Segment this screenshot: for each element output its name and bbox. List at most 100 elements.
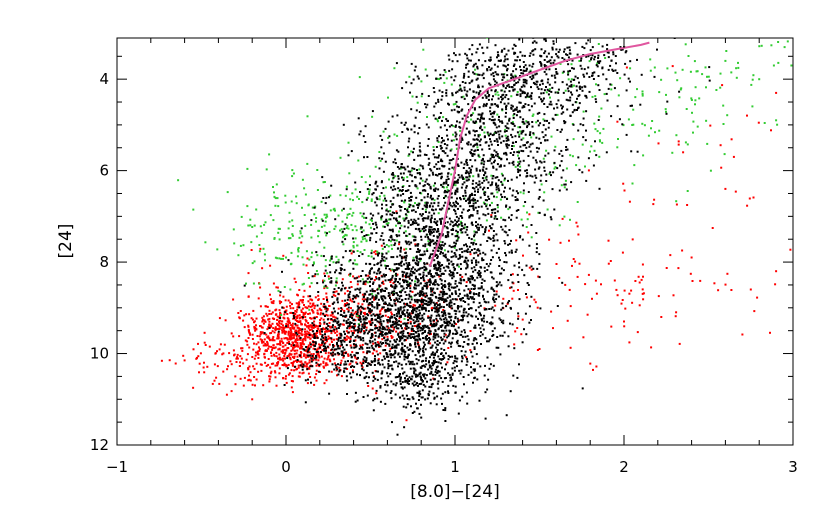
data-point-series-2 bbox=[417, 261, 420, 264]
data-point-series-2 bbox=[428, 162, 431, 165]
data-point-series-2 bbox=[453, 369, 456, 372]
data-point-series-0 bbox=[622, 182, 625, 185]
data-point-series-0 bbox=[309, 302, 312, 305]
data-point-series-1 bbox=[311, 206, 314, 209]
data-point-series-2 bbox=[399, 301, 402, 303]
data-point-series-2 bbox=[459, 278, 462, 281]
data-point-series-2 bbox=[500, 284, 503, 287]
data-point-series-2 bbox=[477, 287, 480, 290]
data-point-series-2 bbox=[369, 328, 372, 331]
data-point-series-0 bbox=[266, 305, 269, 308]
data-point-series-1 bbox=[284, 201, 287, 204]
data-point-series-2 bbox=[453, 360, 456, 362]
data-point-series-2 bbox=[426, 294, 428, 297]
data-point-series-2 bbox=[427, 331, 430, 334]
data-point-series-0 bbox=[319, 363, 322, 366]
data-point-series-2 bbox=[454, 280, 457, 283]
data-point-series-2 bbox=[440, 264, 443, 267]
data-point-series-2 bbox=[346, 393, 348, 395]
data-point-series-2 bbox=[378, 285, 381, 288]
data-point-series-1 bbox=[575, 164, 578, 167]
data-point-series-0 bbox=[330, 370, 333, 373]
data-point-series-2 bbox=[492, 299, 495, 302]
data-point-series-2 bbox=[326, 299, 328, 301]
data-point-series-1 bbox=[563, 215, 566, 218]
data-point-series-2 bbox=[472, 301, 475, 304]
data-point-series-2 bbox=[414, 184, 417, 187]
data-point-series-2 bbox=[416, 318, 419, 321]
data-point-series-2 bbox=[395, 322, 397, 325]
data-point-series-2 bbox=[458, 248, 461, 251]
data-point-series-0 bbox=[267, 363, 270, 366]
data-point-series-0 bbox=[304, 339, 307, 342]
data-point-series-2 bbox=[477, 188, 480, 191]
data-point-series-0 bbox=[280, 340, 283, 343]
data-point-series-0 bbox=[312, 359, 315, 361]
data-point-series-0 bbox=[322, 318, 325, 321]
data-point-series-2 bbox=[425, 287, 428, 290]
data-point-series-2 bbox=[392, 269, 395, 272]
data-point-series-2 bbox=[460, 350, 463, 353]
data-point-series-1 bbox=[347, 227, 350, 230]
data-point-series-2 bbox=[409, 282, 411, 285]
data-point-series-2 bbox=[467, 373, 470, 376]
data-point-series-0 bbox=[345, 338, 348, 341]
data-point-series-0 bbox=[243, 326, 246, 329]
data-point-series-2 bbox=[444, 420, 447, 422]
data-point-series-2 bbox=[428, 280, 431, 283]
data-point-series-2 bbox=[517, 209, 520, 211]
data-point-series-0 bbox=[248, 374, 250, 377]
data-point-series-1 bbox=[357, 323, 360, 325]
data-point-series-2 bbox=[436, 308, 439, 311]
data-point-series-2 bbox=[456, 220, 458, 223]
data-point-series-2 bbox=[451, 274, 454, 277]
data-point-series-0 bbox=[346, 302, 349, 305]
data-point-series-2 bbox=[383, 245, 386, 248]
data-point-series-2 bbox=[437, 273, 440, 276]
data-point-series-2 bbox=[371, 296, 374, 299]
data-point-series-0 bbox=[292, 346, 295, 349]
data-point-series-2 bbox=[475, 243, 478, 246]
data-point-series-2 bbox=[365, 298, 368, 301]
data-point-series-0 bbox=[246, 353, 249, 356]
data-point-series-2 bbox=[480, 286, 483, 289]
data-point-series-2 bbox=[431, 351, 434, 354]
data-point-series-2 bbox=[474, 198, 476, 201]
data-point-series-2 bbox=[382, 326, 385, 329]
data-point-series-2 bbox=[415, 310, 418, 313]
data-point-series-2 bbox=[377, 344, 380, 347]
data-point-series-2 bbox=[483, 320, 486, 323]
data-point-series-2 bbox=[394, 280, 397, 283]
data-point-series-0 bbox=[756, 296, 759, 299]
data-point-series-0 bbox=[335, 338, 338, 341]
data-point-series-2 bbox=[438, 208, 441, 211]
data-point-series-2 bbox=[419, 282, 422, 285]
data-point-series-2 bbox=[371, 361, 373, 363]
data-point-series-0 bbox=[242, 384, 245, 387]
data-point-series-2 bbox=[334, 271, 336, 274]
data-point-series-1 bbox=[719, 72, 722, 75]
data-point-series-2 bbox=[441, 207, 444, 210]
data-point-series-1 bbox=[553, 167, 556, 170]
data-point-series-0 bbox=[296, 324, 299, 327]
data-point-series-2 bbox=[421, 213, 424, 216]
data-point-series-0 bbox=[315, 349, 318, 352]
data-point-series-2 bbox=[384, 290, 386, 292]
data-point-series-2 bbox=[399, 222, 401, 225]
data-point-series-1 bbox=[567, 78, 570, 81]
data-point-series-2 bbox=[425, 267, 428, 270]
data-point-series-0 bbox=[310, 317, 313, 320]
data-point-series-0 bbox=[336, 330, 339, 333]
data-point-series-2 bbox=[384, 297, 387, 300]
data-point-series-2 bbox=[370, 344, 373, 347]
data-point-series-2 bbox=[362, 315, 365, 318]
data-point-series-2 bbox=[413, 222, 416, 225]
data-point-series-2 bbox=[383, 274, 386, 277]
data-point-series-2 bbox=[392, 294, 395, 296]
data-point-series-2 bbox=[428, 327, 431, 330]
data-point-series-2 bbox=[460, 333, 463, 336]
data-point-series-1 bbox=[517, 126, 520, 129]
data-point-series-2 bbox=[389, 200, 392, 203]
data-point-series-2 bbox=[379, 289, 382, 292]
data-point-series-2 bbox=[411, 279, 413, 282]
